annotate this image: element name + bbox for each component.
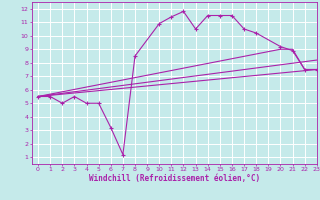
X-axis label: Windchill (Refroidissement éolien,°C): Windchill (Refroidissement éolien,°C) [89, 174, 260, 183]
